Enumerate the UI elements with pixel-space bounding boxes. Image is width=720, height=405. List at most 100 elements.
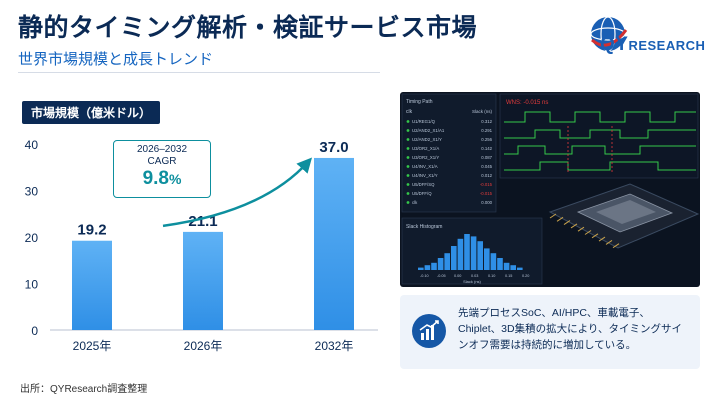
insight-box: 先端プロセスSoC、AI/HPC、車載電子、Chiplet、3D集積の拡大により… <box>400 295 700 369</box>
histogram-tick-4: 0.10 <box>488 274 495 278</box>
timing-row-name-9: clk <box>412 200 418 205</box>
cagr-unit: % <box>168 171 182 187</box>
timing-clk-label: clk <box>406 109 413 115</box>
histogram-tick-6: 0.20 <box>522 274 529 278</box>
histogram-bar-10 <box>484 248 490 270</box>
chip-pin-8 <box>605 239 613 245</box>
chip-pin-6 <box>591 233 599 239</box>
histogram-bar-1 <box>424 265 431 270</box>
waveform-window <box>499 93 699 179</box>
chip-pin-1 <box>556 216 564 222</box>
source-note: 出所：QYResearch調査整理 <box>20 384 148 395</box>
waveform-trace-1 <box>504 129 696 139</box>
row-dot-2 <box>406 138 410 141</box>
cagr-value: 9.8% <box>114 168 210 190</box>
chip-pin-4 <box>577 226 585 232</box>
timing-row-slack-5: 0.045 <box>481 164 492 169</box>
timing-row-name-3: U3/OR2_X1/A <box>412 146 439 151</box>
cagr-callout: 2026–2032 CAGR 9.8% <box>113 140 211 198</box>
unit-badge: 市場規模（億米ドル） <box>22 101 161 124</box>
timing-row-slack-1: 0.291 <box>481 128 492 133</box>
y-tick-label: 20 <box>25 231 39 245</box>
timing-row-slack-4: 0.087 <box>481 155 492 160</box>
row-dot-7 <box>406 183 410 186</box>
timing-row-name-6: U4/INV_X1/Y <box>412 173 438 178</box>
timing-row-name-2: U2/AND2_X1/Y <box>412 137 442 142</box>
timing-row-name-8: U5/DFF/Q <box>412 191 432 196</box>
row-dot-5 <box>406 165 410 168</box>
histogram-bar-2 <box>431 262 437 270</box>
histogram-bar-12 <box>497 258 503 270</box>
chip-pin-2 <box>563 220 571 226</box>
chip-pin-5 <box>584 230 592 235</box>
y-tick-label: 10 <box>25 278 39 292</box>
slack-header: Slack (ns) <box>472 109 493 114</box>
bar-value-label-0: 19.2 <box>77 222 106 239</box>
row-dot-0 <box>406 120 410 123</box>
histogram-bar-14 <box>510 265 516 270</box>
row-dot-1 <box>406 129 410 132</box>
subtitle-divider <box>18 72 380 73</box>
timing-row-slack-2: 0.256 <box>481 137 492 142</box>
histogram-tick-3: 0.03 <box>471 274 478 278</box>
timing-row-name-4: U3/OR2_X1/Y <box>412 155 439 160</box>
histogram-bar-8 <box>470 236 477 270</box>
row-dot-4 <box>406 156 410 159</box>
bar-2 <box>314 157 354 330</box>
bar-0 <box>72 240 112 330</box>
histogram-bar-4 <box>444 253 450 270</box>
chip-die-center <box>596 200 656 224</box>
timing-row-name-5: U4/INV_X1/A <box>412 164 438 169</box>
waveform-trace-2 <box>504 145 696 155</box>
timing-path-window <box>401 93 497 213</box>
timing-row-name-7: U5/DFF/SQ <box>412 182 435 187</box>
chip-pin-7 <box>598 236 606 242</box>
cagr-period: 2026–2032 <box>136 144 188 155</box>
bar-value-label-2: 37.0 <box>319 139 348 156</box>
bar-chart-growth-icon <box>412 314 446 348</box>
x-tick-label-0: 2025年 <box>73 339 112 353</box>
histogram-bar-7 <box>464 234 470 270</box>
chip-pin-0 <box>549 213 557 219</box>
histogram-bar-3 <box>437 258 444 270</box>
timing-row-slack-8: -0.015 <box>480 191 493 196</box>
globe-icon <box>591 17 625 51</box>
insight-text: 先端プロセスSoC、AI/HPC、車載電子、Chiplet、3D集積の拡大により… <box>458 307 682 351</box>
growth-arrow <box>162 157 313 228</box>
x-tick-label-1: 2026年 <box>184 339 223 353</box>
waveform-trace-3 <box>504 161 696 171</box>
y-tick-label: 40 <box>25 138 39 152</box>
page-title: 静的タイミング解析・検証サービス市場 <box>18 14 478 42</box>
row-dot-9 <box>406 201 410 204</box>
histogram-tick-2: 0.00 <box>454 274 461 278</box>
histogram-bar-15 <box>517 267 523 270</box>
timing-row-slack-9: 0.000 <box>481 200 492 205</box>
y-tick-label: 0 <box>31 324 38 338</box>
timing-path-title: Timing Path <box>406 99 433 105</box>
waveform-trace-0 <box>504 111 696 123</box>
histogram-tick-5: 0.15 <box>505 274 512 278</box>
y-tick-label: 30 <box>25 185 39 199</box>
page-subtitle: 世界市場規模と成長トレンド <box>18 51 214 68</box>
histogram-tick-0: -0.10 <box>420 274 429 278</box>
histogram-tick-1: -0.05 <box>437 274 446 278</box>
histogram-bar-0 <box>418 267 424 270</box>
chip-pin-3 <box>570 223 578 229</box>
row-dot-6 <box>406 174 410 177</box>
sta-tool-graphic: Timing Path clk Slack (ns) U1/REG1/Q 0.312 U2… <box>401 93 700 285</box>
timing-row-name-0: U1/REG1/Q <box>412 119 436 124</box>
histogram-title: Slack Histogram <box>406 224 442 230</box>
histogram-bar-11 <box>490 253 497 270</box>
x-tick-label-2: 2032年 <box>315 339 354 353</box>
row-dot-3 <box>406 147 410 150</box>
wns-label: WNS: -0.015 ns <box>506 100 548 106</box>
sta-tool-illustration: Timing Path clk Slack (ns) U1/REG1/Q 0.312 U2… <box>400 92 700 287</box>
cagr-label: CAGR <box>147 156 177 167</box>
logo-brand-main: QY <box>600 34 629 55</box>
timing-row-slack-7: -0.015 <box>480 182 493 187</box>
cagr-number: 9.8 <box>142 168 169 189</box>
histogram-bar-13 <box>503 262 510 270</box>
logo-brand-rest: RESEARCH <box>628 38 706 53</box>
histogram-bar-5 <box>451 246 457 270</box>
